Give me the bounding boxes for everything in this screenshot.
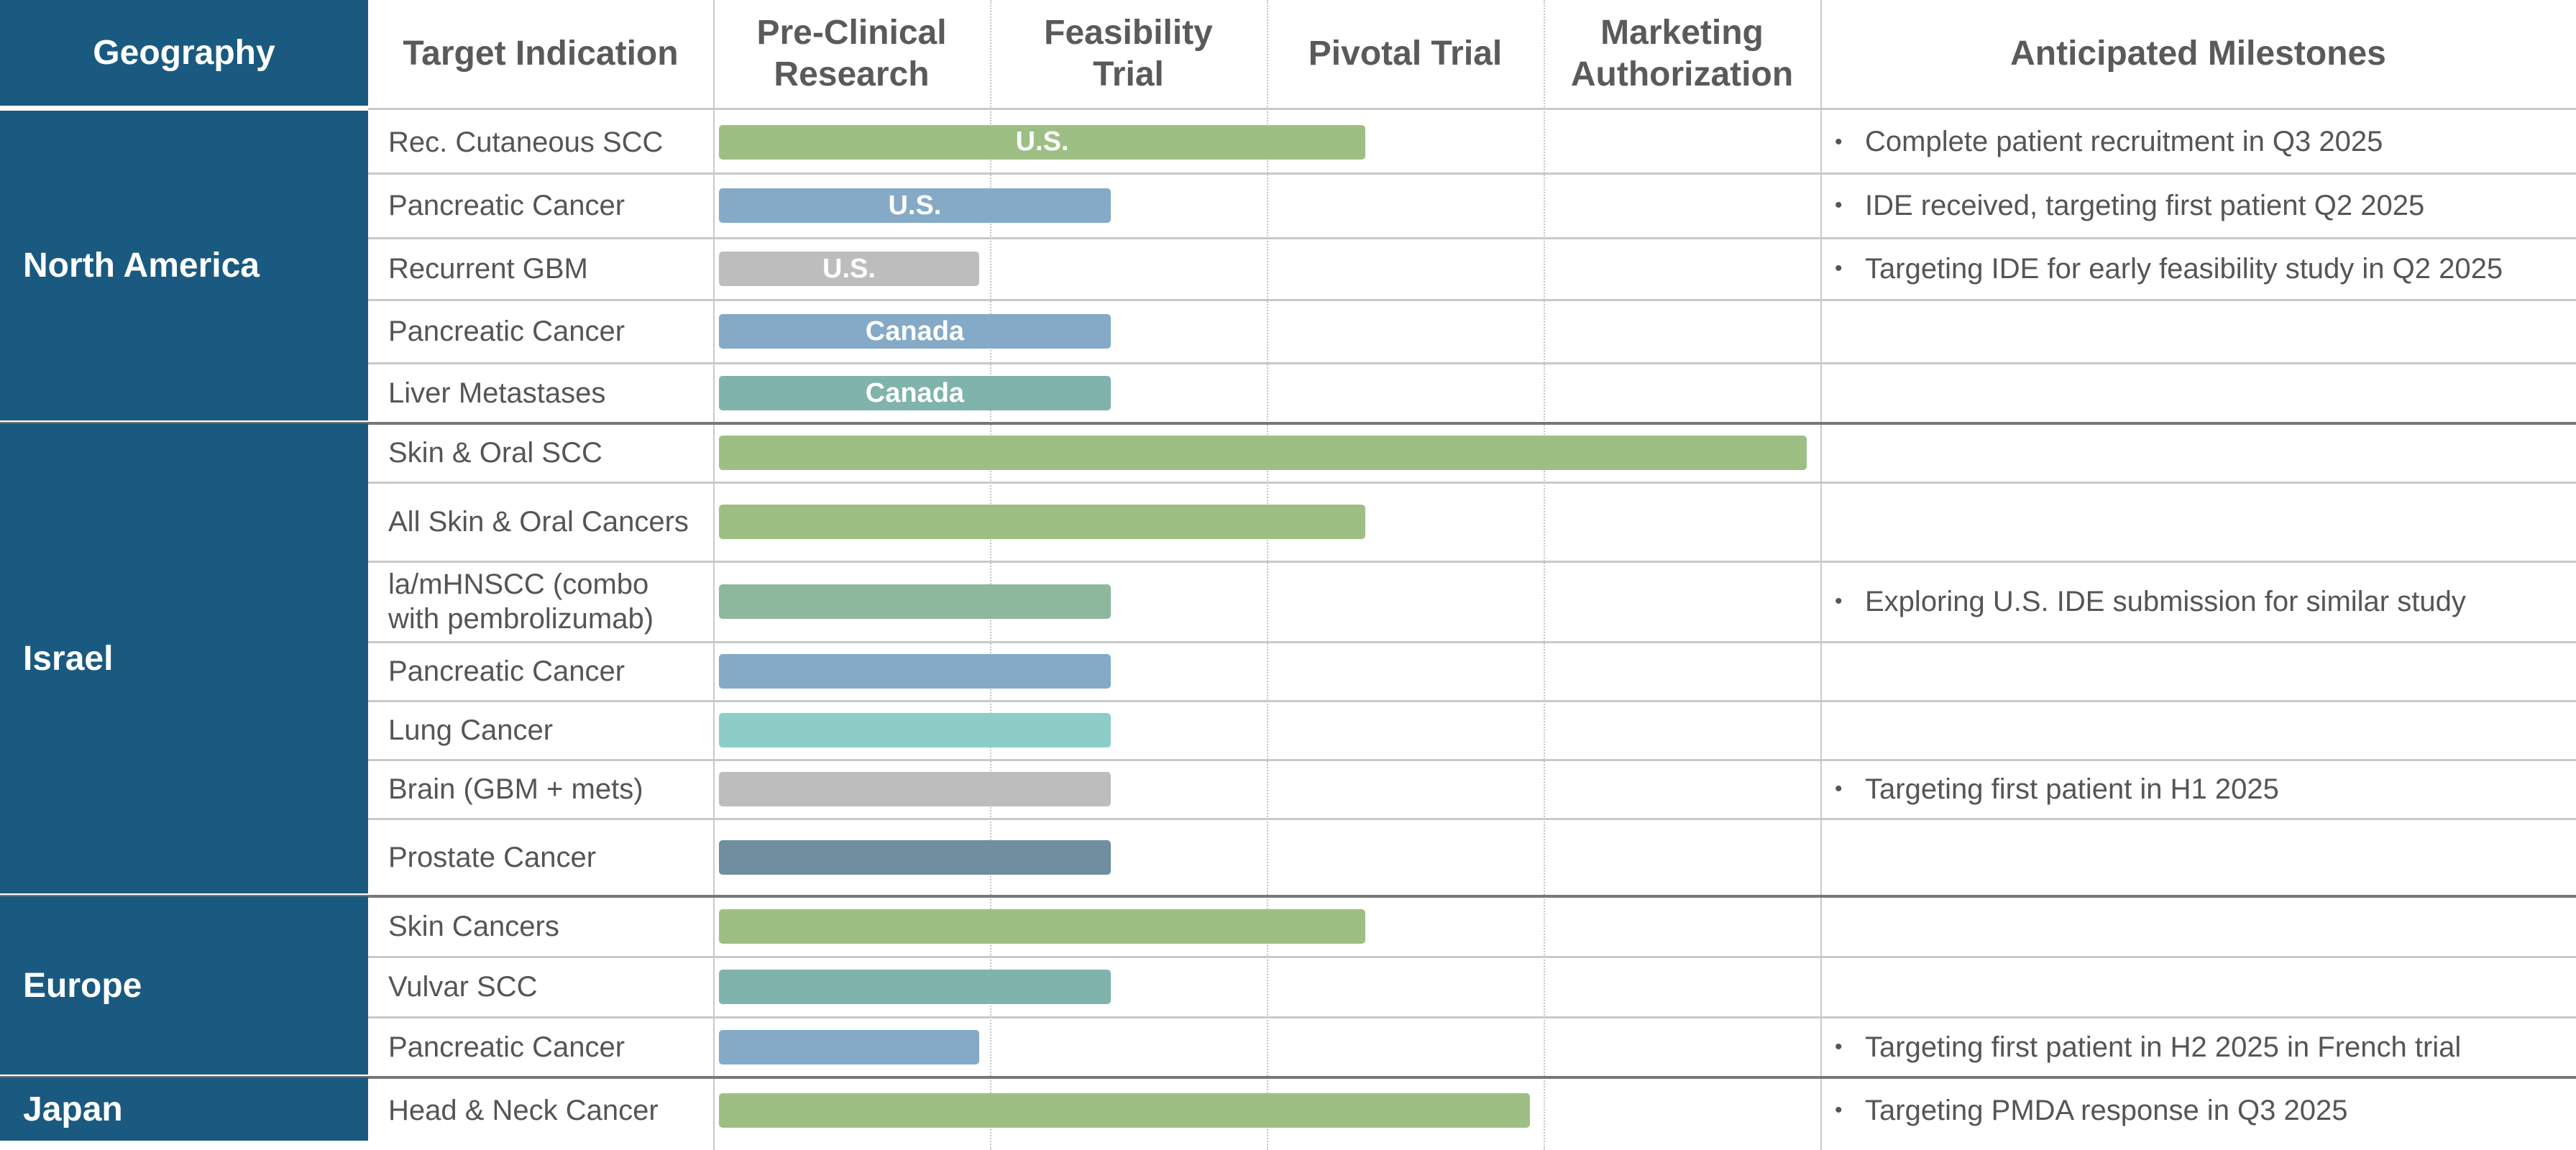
progress-bar — [719, 970, 1111, 1004]
row-divider — [368, 759, 2576, 761]
progress-bar — [719, 713, 1111, 748]
milestone-item: • Complete patient recruitment in Q3 2025 — [1822, 111, 2383, 173]
stage-header: Marketing Authorization — [1544, 0, 1820, 108]
group-divider — [0, 422, 2576, 425]
target-indication-label: Skin Cancers — [388, 911, 559, 942]
target-indication-label: Brain (GBM + mets) — [388, 773, 643, 805]
target-indication-label: Liver Metastases — [388, 377, 606, 409]
group-divider — [0, 895, 2576, 898]
milestone-item: • Targeting IDE for early feasibility stu… — [1822, 238, 2503, 300]
progress-bar — [719, 840, 1111, 875]
stage-header-line: Feasibility — [1044, 14, 1213, 52]
progress-bar: Canada — [719, 376, 1111, 410]
milestone-item: • IDE received, targeting first patient Q… — [1822, 173, 2424, 238]
milestone-item: • Exploring U.S. IDE submission for simil… — [1822, 561, 2466, 642]
target-indication-label: Prostate Cancer — [388, 842, 597, 873]
stage-header-line: Pivotal Trial — [1308, 34, 1503, 73]
row-divider — [368, 641, 2576, 643]
target-indication-label: Pancreatic Cancer — [388, 316, 625, 347]
target-indication-header: Target Indication — [403, 34, 679, 73]
stage-header-line: Research — [774, 55, 930, 93]
stage-header-line: Authorization — [1570, 55, 1794, 93]
stage-header: Pre-Clinical Research — [713, 0, 990, 108]
stage-divider — [990, 0, 991, 1150]
stage-divider — [1544, 0, 1545, 1150]
target-indication-label: Pancreatic Cancer — [388, 1031, 625, 1063]
row-divider — [368, 1016, 2576, 1018]
target-indication-label: Rec. Cutaneous SCC — [388, 126, 664, 158]
row-divider — [368, 818, 2576, 820]
target-indication-label: Skin & Oral SCC — [388, 437, 602, 469]
milestone-text: Targeting first patient in H1 2025 — [1865, 773, 2279, 805]
row-divider — [368, 561, 2576, 563]
stage-header-line: Marketing — [1600, 14, 1764, 52]
progress-bar: Canada — [719, 314, 1111, 349]
bullet-icon: • — [1835, 777, 1843, 801]
bullet-icon: • — [1835, 1098, 1843, 1122]
row-divider — [368, 482, 2576, 484]
stage-header: Pivotal Trial — [1267, 0, 1544, 108]
bullet-icon: • — [1835, 129, 1843, 154]
milestone-item: • Targeting PMDA response in Q3 2025 — [1822, 1077, 2348, 1144]
geography-block: Japan — [0, 1077, 368, 1141]
progress-bar — [719, 436, 1807, 470]
geography-block: Israel — [0, 423, 368, 893]
bullet-icon: • — [1835, 589, 1843, 613]
column-divider — [713, 0, 715, 1150]
progress-bar: U.S. — [719, 188, 1111, 223]
milestone-item: • Targeting first patient in H1 2025 — [1822, 760, 2279, 819]
target-indication-label: Pancreatic Cancer — [388, 656, 625, 687]
stage-header-line: Trial — [1093, 55, 1164, 93]
stage-header: Feasibility Trial — [990, 0, 1267, 108]
geography-block: Europe — [0, 896, 368, 1075]
milestone-text: Targeting PMDA response in Q3 2025 — [1865, 1094, 2348, 1126]
row-divider — [368, 299, 2576, 301]
target-indication-label: la/mHNSCC (combo with pembrolizumab) — [388, 569, 654, 635]
column-divider — [1820, 0, 1822, 1150]
target-indication-label: Lung Cancer — [388, 714, 554, 746]
milestone-text: Complete patient recruitment in Q3 2025 — [1865, 126, 2383, 157]
progress-bar — [719, 772, 1111, 806]
milestone-item: • Targeting first patient in H2 2025 in F… — [1822, 1017, 2461, 1077]
progress-bar — [719, 584, 1111, 619]
target-indication-label: Head & Neck Cancer — [388, 1095, 659, 1126]
row-divider — [368, 956, 2576, 958]
stage-header-line: Pre-Clinical — [756, 14, 947, 52]
target-indication-label: Vulvar SCC — [388, 971, 538, 1003]
progress-bar — [719, 505, 1366, 539]
row-divider — [368, 172, 2576, 175]
bullet-icon: • — [1835, 193, 1843, 217]
milestone-text: Exploring U.S. IDE submission for simila… — [1865, 585, 2466, 617]
header-divider — [368, 108, 2576, 110]
milestone-text: Targeting first patient in H2 2025 in Fr… — [1865, 1031, 2462, 1063]
group-divider — [0, 1076, 2576, 1079]
progress-bar — [719, 1030, 979, 1064]
bullet-icon: • — [1835, 257, 1843, 280]
target-indication-label: Pancreatic Cancer — [388, 190, 625, 221]
target-indication-label: Recurrent GBM — [388, 253, 588, 285]
progress-bar: U.S. — [719, 124, 1366, 160]
progress-bar — [719, 654, 1111, 689]
target-indication-label: All Skin & Oral Cancers — [388, 506, 689, 538]
progress-bar — [719, 909, 1366, 944]
bullet-icon: • — [1835, 1035, 1843, 1059]
progress-bar: U.S. — [719, 252, 979, 286]
row-divider — [368, 362, 2576, 364]
stage-divider — [1267, 0, 1268, 1150]
milestones-header: Anticipated Milestones — [2010, 34, 2386, 73]
milestone-text: Targeting IDE for early feasibility stud… — [1865, 252, 2503, 285]
geography-header: Geography — [0, 0, 368, 106]
progress-bar — [719, 1093, 1530, 1128]
geography-block: North America — [0, 111, 368, 420]
row-divider — [368, 237, 2576, 239]
milestone-text: IDE received, targeting first patient Q2… — [1865, 189, 2425, 221]
row-divider — [368, 700, 2576, 702]
